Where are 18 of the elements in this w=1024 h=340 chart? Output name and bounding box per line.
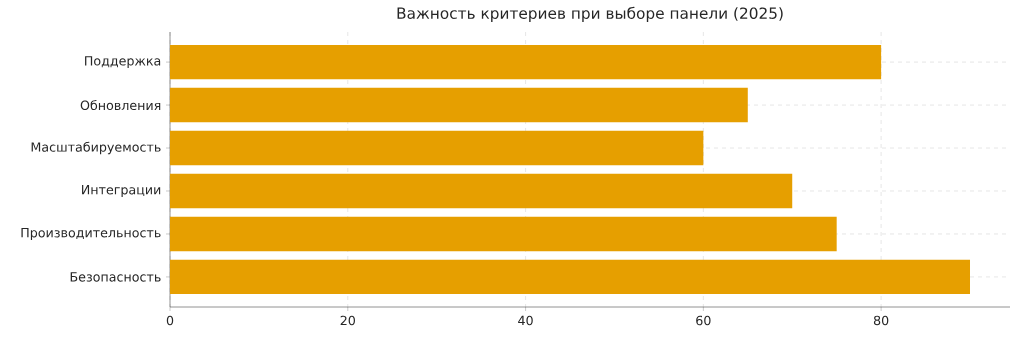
x-tick-label: 60	[696, 315, 711, 326]
y-tick-label: Производительность	[21, 228, 161, 240]
bar	[170, 87, 748, 123]
bar	[170, 216, 837, 252]
y-tick-label: Обновления	[80, 100, 161, 111]
bar	[170, 173, 793, 209]
x-tick-label: 20	[340, 315, 355, 326]
bar	[170, 130, 704, 166]
chart-title: Важность критериев при выборе панели (2025)	[397, 6, 783, 22]
y-tick-label: Поддержка	[85, 56, 161, 69]
x-tick-label: 80	[873, 315, 889, 326]
bar	[170, 259, 971, 295]
y-tick-label: Интеграции	[82, 185, 161, 197]
x-tick-label: 40	[518, 315, 533, 326]
y-tick-label: Масштабируемость	[31, 141, 161, 155]
bar	[170, 44, 882, 80]
x-tick-label: 0	[166, 315, 174, 326]
y-tick-label: Безопасность	[70, 272, 161, 282]
